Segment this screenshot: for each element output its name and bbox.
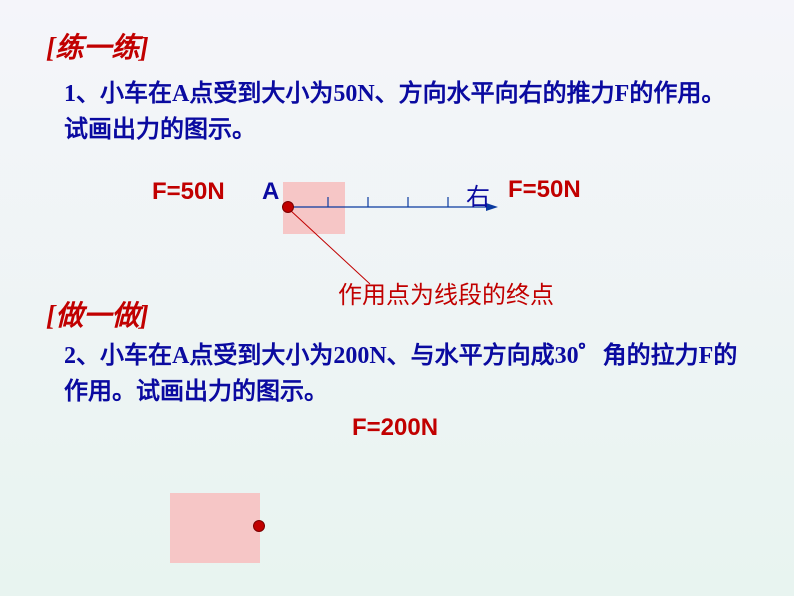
force-label-right: F=50N <box>508 176 581 204</box>
force-label-2: F=200N <box>352 414 438 442</box>
point-dot-2 <box>253 520 265 532</box>
cart-block-2 <box>170 493 260 563</box>
direction-label-right: 右 <box>466 177 490 212</box>
problem2-text: 2、小车在A点受到大小为200N、与水平方向成30゜角的拉力F的作用。试画出力的… <box>64 338 754 410</box>
point-a-dot <box>282 201 294 213</box>
callout-annotation: 作用点为线段的终点 <box>338 275 554 310</box>
doit-heading: [做一做] <box>46 294 149 334</box>
